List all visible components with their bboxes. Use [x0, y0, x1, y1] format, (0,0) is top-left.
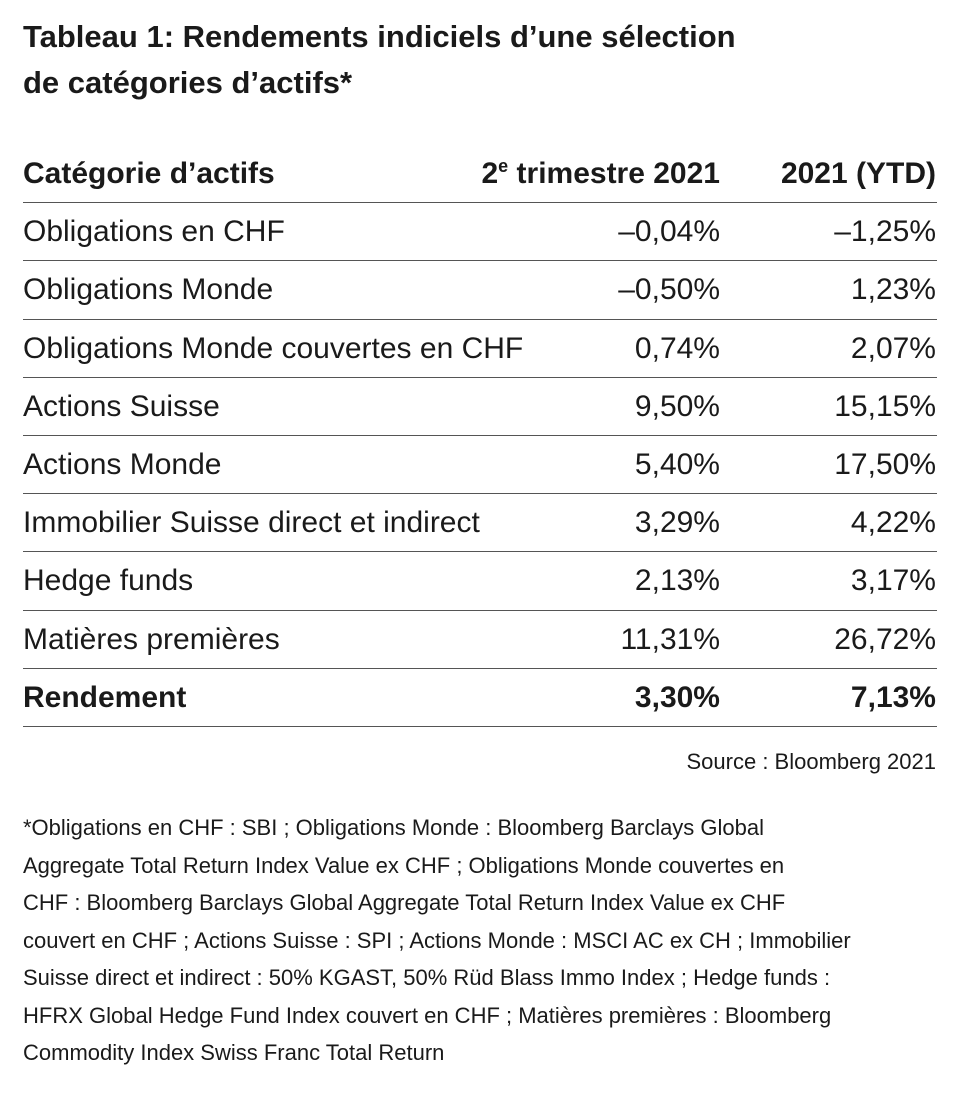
title-line: Tableau 1: Rendements indiciels d’une sé… [23, 19, 736, 54]
value-cell: –1,25% [834, 215, 936, 249]
value-cell: 15,15% [834, 389, 936, 423]
footnote-line: Commodity Index Swiss Franc Total Return [23, 1040, 445, 1065]
footnote-line: Aggregate Total Return Index Value ex CH… [23, 852, 785, 878]
rule [23, 318, 937, 320]
value-cell: 3,29% [634, 506, 720, 540]
header-text: trimestre 2021 [508, 157, 720, 190]
value-cell: 9,50% [634, 389, 720, 423]
value-cell: –0,04% [618, 215, 720, 249]
total-cell: 3,30% [634, 680, 720, 714]
value-cell: 2,13% [634, 564, 720, 598]
total-cell: Rendement [23, 680, 187, 714]
rule [23, 551, 937, 553]
footnote-line: HFRX Global Hedge Fund Index couvert en … [23, 1002, 832, 1028]
value-cell: 2,07% [850, 331, 936, 365]
value-cell: 17,50% [834, 448, 936, 481]
footnote-line: CHF : Bloomberg Barclays Global Aggregat… [23, 890, 786, 915]
source: Source : Bloomberg 2021 [686, 749, 937, 774]
header-sup: e [498, 156, 509, 177]
total-cell: 7,13% [850, 680, 936, 714]
rule [23, 435, 937, 436]
value-cell: 26,72% [834, 622, 936, 656]
label-cell: Obligations Monde [23, 273, 274, 307]
rule [23, 202, 937, 204]
value-cell: 0,74% [634, 331, 720, 365]
rule [23, 376, 937, 378]
label-cell: Actions Monde [23, 448, 222, 481]
rule [23, 726, 937, 727]
rule [23, 260, 937, 262]
title-line: de catégories d’actifs* [23, 65, 353, 100]
footnote-line: couvert en CHF ; Actions Suisse : SPI ; … [23, 927, 851, 953]
header-cell: Catégorie d’actifs [23, 157, 275, 190]
rule [23, 667, 937, 669]
rule [23, 493, 937, 495]
footnote-line: *Obligations en CHF : SBI ; Obligations … [23, 815, 765, 840]
header-cell: 2e trimestre 2021 [481, 145, 720, 203]
header-cell: 2021 (YTD) [780, 157, 936, 190]
value-cell: 4,22% [850, 506, 936, 540]
value-cell: 1,23% [850, 273, 936, 307]
value-cell: 5,40% [634, 448, 720, 481]
value-cell: 11,31% [620, 622, 720, 656]
label-cell: Actions Suisse [23, 389, 220, 423]
rule [23, 609, 937, 611]
label-cell: Hedge funds [23, 564, 194, 598]
value-cell: –0,50% [618, 273, 720, 307]
label-cell: Obligations en CHF [23, 215, 285, 249]
value-cell: 3,17% [850, 564, 936, 598]
footnote-line: Suisse direct et indirect : 50% KGAST, 5… [23, 965, 831, 990]
label-cell: Matières premières [23, 622, 280, 656]
label-cell: Immobilier Suisse direct et indirect [23, 506, 480, 540]
label-cell: Obligations Monde couvertes en CHF [23, 331, 524, 365]
header-text: 2 [481, 157, 499, 190]
